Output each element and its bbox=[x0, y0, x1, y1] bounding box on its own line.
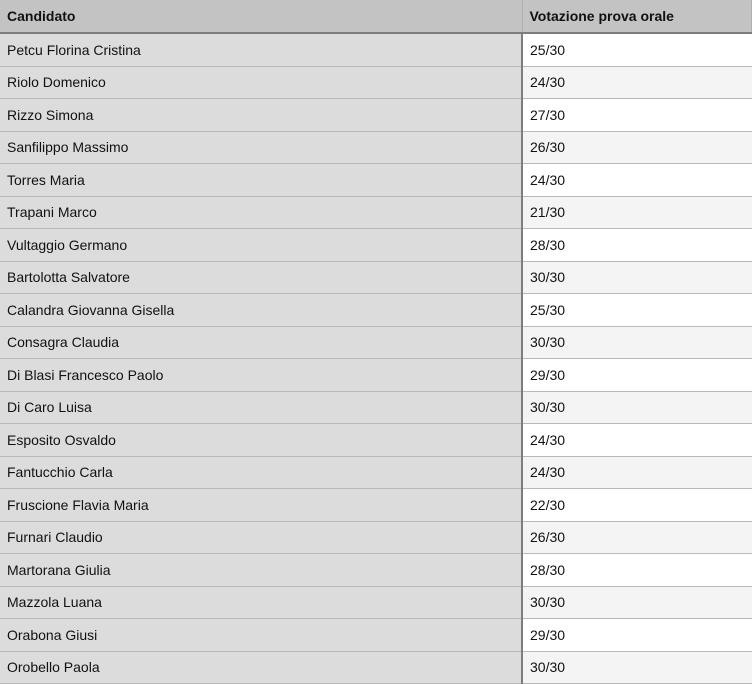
table-row: Fantucchio Carla 24/30 bbox=[0, 456, 752, 489]
candidate-name-cell[interactable]: Furnari Claudio bbox=[0, 521, 523, 554]
vote-cell[interactable]: 26/30 bbox=[522, 131, 752, 164]
vote-cell[interactable]: 28/30 bbox=[522, 228, 752, 262]
candidate-name-cell[interactable]: Rizzo Simona bbox=[0, 98, 523, 132]
header-row: Candidato Votazione prova orale bbox=[0, 0, 752, 34]
candidate-name-cell[interactable]: Fruscione Flavia Maria bbox=[0, 488, 523, 522]
table-row: Vultaggio Germano 28/30 bbox=[0, 228, 752, 262]
candidate-name-cell[interactable]: Sanfilippo Massimo bbox=[0, 131, 523, 164]
table-body: Petcu Florina Cristina 25/30 Riolo Domenic… bbox=[0, 33, 752, 684]
table-row: Trapani Marco 21/30 bbox=[0, 196, 752, 229]
vote-cell[interactable]: 22/30 bbox=[522, 488, 752, 522]
table-row: Fruscione Flavia Maria 22/30 bbox=[0, 488, 752, 522]
table-row: Sanfilippo Massimo 26/30 bbox=[0, 131, 752, 164]
vote-cell[interactable]: 29/30 bbox=[522, 618, 752, 652]
table-row: Orabona Giusi 29/30 bbox=[0, 618, 752, 652]
candidate-name-cell[interactable]: Fantucchio Carla bbox=[0, 456, 523, 489]
candidate-name-cell[interactable]: Di Blasi Francesco Paolo bbox=[0, 358, 523, 392]
vote-cell[interactable]: 27/30 bbox=[522, 98, 752, 132]
vote-cell[interactable]: 29/30 bbox=[522, 358, 752, 392]
candidate-name-cell[interactable]: Vultaggio Germano bbox=[0, 228, 523, 262]
vote-cell[interactable]: 25/30 bbox=[522, 33, 752, 67]
table-row: Di Blasi Francesco Paolo 29/30 bbox=[0, 358, 752, 392]
candidate-name-cell[interactable]: Calandra Giovanna Gisella bbox=[0, 293, 523, 327]
table-row: Furnari Claudio 26/30 bbox=[0, 521, 752, 554]
candidate-name-cell[interactable]: Torres Maria bbox=[0, 163, 523, 197]
vote-cell[interactable]: 26/30 bbox=[522, 521, 752, 554]
candidate-name-cell[interactable]: Di Caro Luisa bbox=[0, 391, 523, 424]
candidate-name-cell[interactable]: Orabona Giusi bbox=[0, 618, 523, 652]
table-row: Riolo Domenico 24/30 bbox=[0, 66, 752, 99]
table-row: Esposito Osvaldo 24/30 bbox=[0, 423, 752, 457]
header-candidato[interactable]: Candidato bbox=[0, 0, 523, 34]
vote-cell[interactable]: 30/30 bbox=[522, 391, 752, 424]
vote-cell[interactable]: 24/30 bbox=[522, 423, 752, 457]
table-row: Bartolotta Salvatore 30/30 bbox=[0, 261, 752, 294]
table-row: Orobello Paola 30/30 bbox=[0, 651, 752, 684]
candidate-name-cell[interactable]: Consagra Claudia bbox=[0, 326, 523, 359]
table-row: Torres Maria 24/30 bbox=[0, 163, 752, 197]
candidate-name-cell[interactable]: Bartolotta Salvatore bbox=[0, 261, 523, 294]
table-row: Petcu Florina Cristina 25/30 bbox=[0, 33, 752, 67]
candidate-name-cell[interactable]: Mazzola Luana bbox=[0, 586, 523, 619]
candidate-name-cell[interactable]: Martorana Giulia bbox=[0, 553, 523, 587]
vote-cell[interactable]: 30/30 bbox=[522, 261, 752, 294]
vote-cell[interactable]: 24/30 bbox=[522, 163, 752, 197]
vote-cell[interactable]: 28/30 bbox=[522, 553, 752, 587]
candidate-name-cell[interactable]: Trapani Marco bbox=[0, 196, 523, 229]
vote-cell[interactable]: 30/30 bbox=[522, 586, 752, 619]
vote-cell[interactable]: 25/30 bbox=[522, 293, 752, 327]
vote-cell[interactable]: 30/30 bbox=[522, 326, 752, 359]
table-row: Di Caro Luisa 30/30 bbox=[0, 391, 752, 424]
header-votazione[interactable]: Votazione prova orale bbox=[522, 0, 752, 34]
vote-cell[interactable]: 21/30 bbox=[522, 196, 752, 229]
table-row: Calandra Giovanna Gisella 25/30 bbox=[0, 293, 752, 327]
table-row: Martorana Giulia 28/30 bbox=[0, 553, 752, 587]
candidate-name-cell[interactable]: Riolo Domenico bbox=[0, 66, 523, 99]
candidate-name-cell[interactable]: Petcu Florina Cristina bbox=[0, 33, 523, 67]
vote-cell[interactable]: 24/30 bbox=[522, 456, 752, 489]
vote-cell[interactable]: 24/30 bbox=[522, 66, 752, 99]
candidate-name-cell[interactable]: Orobello Paola bbox=[0, 651, 523, 684]
table-row: Mazzola Luana 30/30 bbox=[0, 586, 752, 619]
candidate-name-cell[interactable]: Esposito Osvaldo bbox=[0, 423, 523, 457]
table-row: Consagra Claudia 30/30 bbox=[0, 326, 752, 359]
vote-cell[interactable]: 30/30 bbox=[522, 651, 752, 684]
table-row: Rizzo Simona 27/30 bbox=[0, 98, 752, 132]
